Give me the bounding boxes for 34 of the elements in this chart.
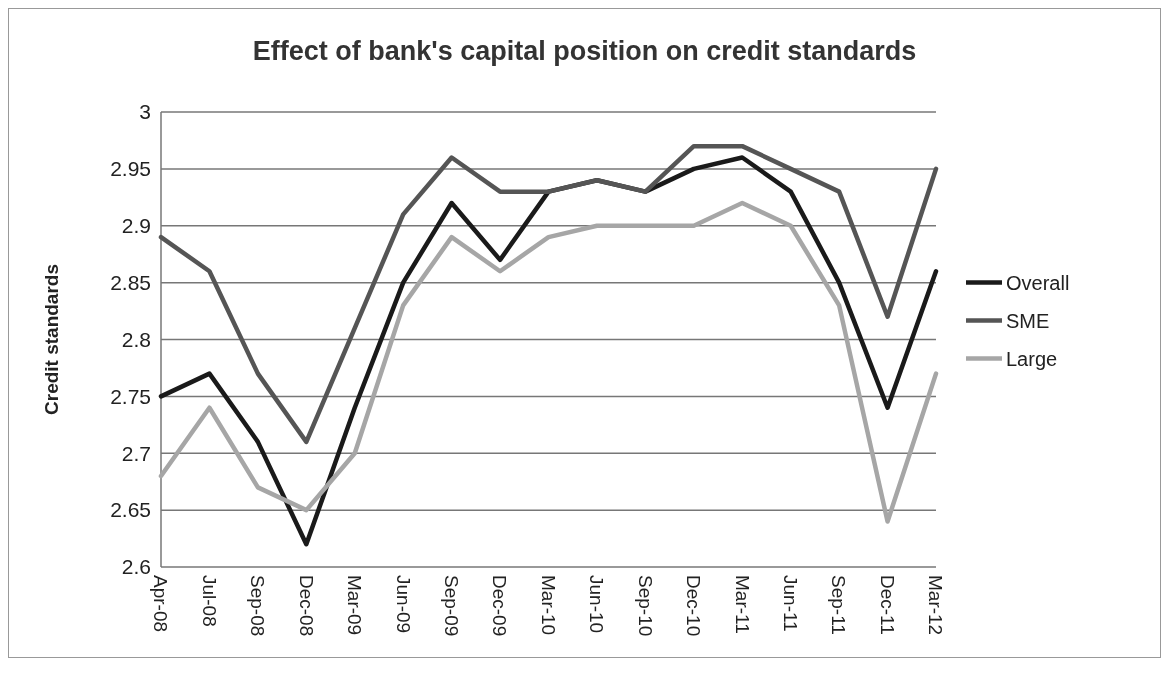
x-tick-label: Dec-10 xyxy=(683,575,705,637)
legend-label: SME xyxy=(1006,309,1050,332)
x-tick-label: Mar-12 xyxy=(925,575,947,636)
y-axis-title: Credit standards xyxy=(41,264,62,415)
x-tick-label: Sep-10 xyxy=(634,575,656,637)
y-tick-label: 2.65 xyxy=(110,498,151,522)
x-tick-label: Mar-10 xyxy=(537,575,559,636)
y-tick-label: 2.9 xyxy=(121,214,151,238)
line-series xyxy=(158,200,939,524)
y-tick-label: 2.8 xyxy=(121,327,151,351)
y-tick-label: 3 xyxy=(139,100,151,124)
x-tick-label: Jun-10 xyxy=(586,575,608,634)
x-tick-label: Sep-09 xyxy=(440,575,462,637)
line-series xyxy=(158,143,939,445)
y-tick-label: 2.95 xyxy=(110,157,151,181)
y-tick-label: 2.75 xyxy=(110,384,151,408)
legend-label: Overall xyxy=(1006,271,1070,294)
y-tick-label: 2.7 xyxy=(121,441,151,465)
chart-title: Effect of bank's capital position on credit standards xyxy=(252,36,917,66)
x-tick-label: Jul-08 xyxy=(198,575,220,627)
x-tick-label: Jun-09 xyxy=(392,575,414,634)
y-tick-label: 2.85 xyxy=(110,270,151,294)
x-tick-label: Mar-09 xyxy=(344,575,366,636)
x-tick-label: Dec-08 xyxy=(295,575,317,637)
y-tick-label: 2.6 xyxy=(121,555,151,579)
x-tick-label: Apr-08 xyxy=(150,575,172,633)
x-tick-label: Sep-11 xyxy=(828,575,850,635)
legend-label: Large xyxy=(1006,347,1058,370)
x-tick-label: Dec-11 xyxy=(876,575,898,635)
x-tick-label: Dec-09 xyxy=(489,575,511,637)
x-tick-label: Sep-08 xyxy=(247,575,269,637)
x-tick-label: Jun-11 xyxy=(780,575,802,632)
x-tick-label: Mar-11 xyxy=(731,575,753,634)
line-series xyxy=(158,155,939,547)
